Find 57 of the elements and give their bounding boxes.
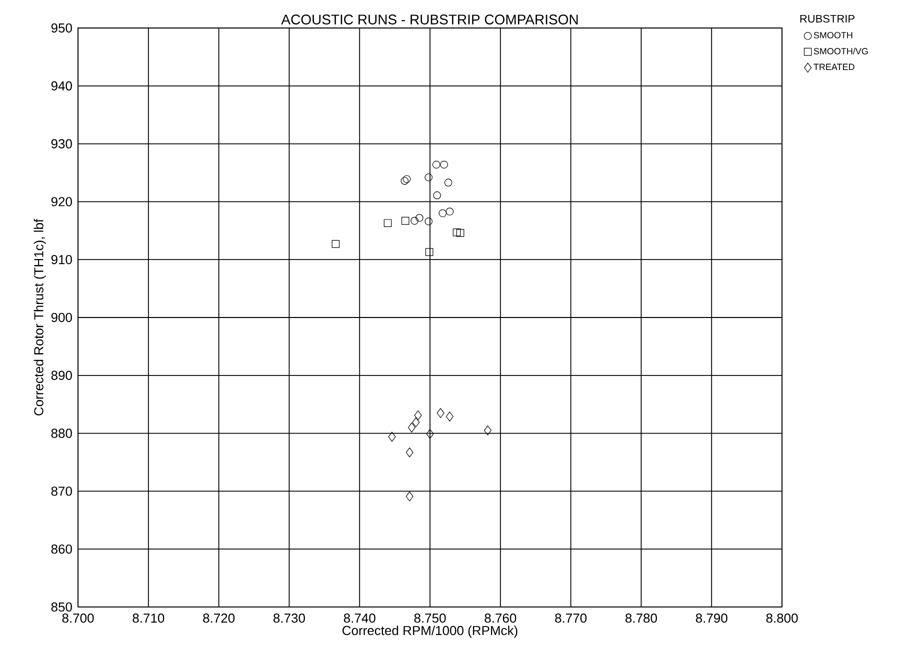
y-tick-label: 850	[51, 602, 72, 612]
y-tick-label: 870	[51, 486, 72, 496]
point	[452, 228, 461, 236]
x-tick-label: 8.750	[414, 614, 446, 623]
point	[410, 216, 418, 225]
point	[438, 209, 447, 218]
point	[424, 217, 432, 226]
legend-title: RUBSTRIP	[800, 14, 854, 23]
point	[416, 214, 424, 222]
x-tick-label: 8.790	[696, 614, 728, 623]
point	[412, 417, 420, 428]
point	[436, 408, 444, 418]
point	[444, 178, 452, 186]
point	[332, 240, 340, 248]
y-tick-label: 860	[51, 544, 72, 554]
point	[384, 219, 392, 228]
point	[424, 173, 432, 182]
point	[400, 176, 409, 185]
y-axis-title: Corrected Rotor Thrust (TH1c), lbf	[34, 218, 46, 416]
point	[432, 160, 440, 169]
point	[406, 447, 414, 458]
point	[440, 160, 448, 169]
y-tick-label: 950	[51, 23, 72, 33]
chart-title: ACOUSTIC RUNS - RUBSTRIP COMPARISON	[281, 14, 578, 24]
legend-label: SMOOTH	[814, 32, 852, 38]
x-tick-label: 8.720	[203, 614, 235, 623]
x-tick-label: 8.730	[274, 614, 305, 623]
x-tick-label: 8.770	[555, 614, 587, 623]
x-tick-label: 8.700	[62, 614, 94, 623]
x-tick-label: 8.780	[626, 614, 657, 623]
point	[446, 412, 454, 422]
legend-label: SMOOTH/VG	[814, 48, 868, 54]
point	[388, 432, 396, 442]
point	[406, 491, 414, 502]
point	[433, 191, 441, 200]
x-tick-label: 8.740	[344, 614, 376, 623]
x-axis-title: Corrected RPM/1000 (RPMck)	[342, 626, 518, 638]
point	[401, 216, 410, 225]
y-tick-label: 880	[51, 428, 72, 438]
point	[402, 175, 411, 184]
point	[484, 425, 492, 436]
x-tick-label: 8.800	[766, 614, 798, 623]
x-tick-label: 8.710	[132, 614, 164, 623]
point	[408, 422, 416, 432]
x-tick-label: 8.760	[484, 614, 516, 623]
y-tick-label: 940	[51, 81, 72, 90]
y-tick-label: 920	[51, 197, 72, 206]
y-tick-label: 900	[51, 312, 72, 322]
y-tick-label: 910	[51, 254, 72, 264]
point	[426, 428, 434, 439]
y-tick-label: 890	[51, 370, 72, 380]
point	[414, 410, 422, 420]
legend-label: TREATED	[814, 64, 854, 70]
point	[425, 248, 434, 256]
point	[456, 229, 464, 237]
point	[446, 208, 454, 216]
y-tick-label: 930	[51, 139, 72, 148]
